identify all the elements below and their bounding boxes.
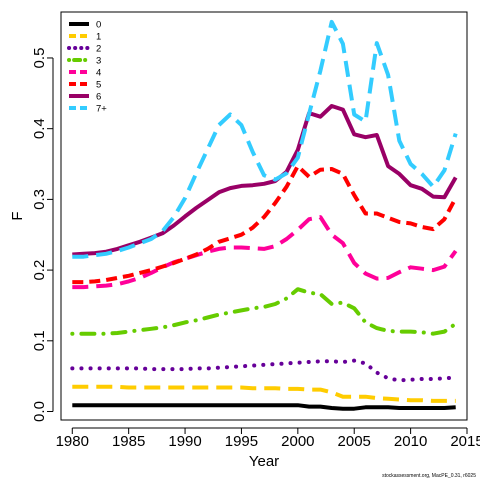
y-axis: 0.0 0.1 0.2 0.3 0.4 0.5 — [31, 48, 54, 422]
y-axis-title: F — [9, 211, 26, 220]
legend-label: 2 — [96, 44, 101, 55]
plot-frame — [60, 11, 468, 421]
legend-label: 0 — [96, 20, 101, 31]
y-tick-label: 0.4 — [31, 118, 48, 139]
x-tick-label: 1995 — [225, 433, 258, 450]
series-layer — [70, 19, 458, 411]
y-tick-label: 0.0 — [31, 401, 48, 422]
x-tick-label: 1980 — [56, 433, 89, 450]
series-line-age-7plus — [72, 19, 458, 259]
legend-label: 4 — [96, 68, 101, 79]
series-line-age-4 — [72, 215, 458, 290]
y-tick-label: 0.2 — [31, 260, 48, 281]
series-line-age-2 — [70, 358, 458, 383]
x-tick-label: 1990 — [168, 433, 201, 450]
series-line-age-1 — [72, 384, 456, 403]
y-tick-label: 0.1 — [31, 330, 48, 351]
legend-label: 7+ — [96, 104, 107, 115]
y-tick-label: 0.3 — [31, 189, 48, 210]
x-axis: 1980 1985 1990 1995 2000 2005 2010 2015 — [56, 427, 480, 450]
x-tick-label: 2000 — [281, 433, 314, 450]
legend-label: 3 — [96, 56, 101, 67]
footer-credit: stockassessment.org, MacPE_0.31, r6025 — [382, 473, 476, 479]
x-tick-label: 2005 — [338, 433, 371, 450]
legend-label: 6 — [96, 92, 101, 103]
x-tick-label: 2010 — [394, 433, 427, 450]
x-axis-title: Year — [249, 453, 279, 470]
series-line-age-6 — [72, 104, 458, 257]
series-line-age-0 — [72, 403, 456, 411]
series-line-age-5 — [72, 164, 458, 285]
x-tick-label: 1985 — [112, 433, 145, 450]
y-tick-label: 0.5 — [31, 48, 48, 69]
series-line-age-3 — [70, 287, 458, 336]
legend-label: 5 — [96, 80, 101, 91]
legend-label: 1 — [96, 32, 101, 43]
x-tick-label: 2015 — [450, 433, 480, 450]
